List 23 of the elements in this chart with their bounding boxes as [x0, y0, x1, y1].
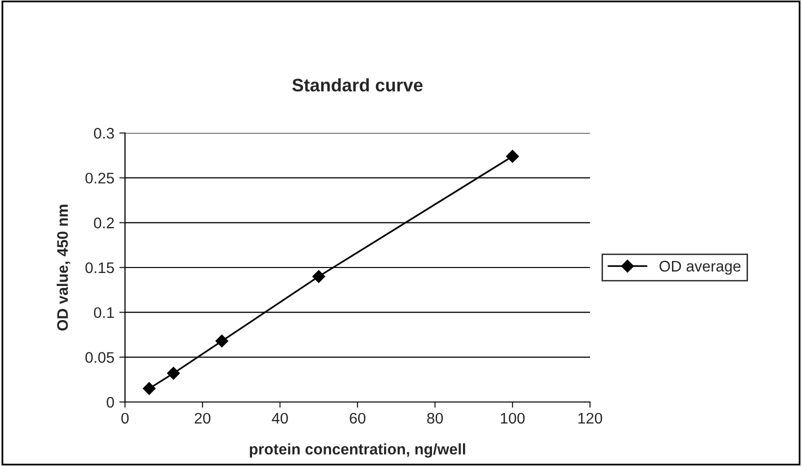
- point: [142, 382, 156, 395]
- y-tick-label: 0.05: [85, 352, 114, 363]
- point: [167, 366, 180, 380]
- x-tick-label: 20: [194, 412, 210, 424]
- legend-label: OD average: [660, 260, 741, 275]
- point: [215, 334, 228, 348]
- point: [506, 150, 519, 163]
- x-tick-label: 60: [350, 412, 366, 424]
- y-tick-label: 0.25: [85, 172, 114, 184]
- chart-title: Standard curve: [292, 78, 423, 92]
- y-tick-label: 0.15: [85, 262, 114, 274]
- y-tick-label: 0.1: [94, 307, 114, 318]
- y-tick-label: 0: [106, 396, 114, 408]
- x-tick-label: 120: [578, 412, 602, 424]
- x-tick-label: 0: [121, 412, 129, 424]
- x-axis-title: protein concentration, ng/well: [250, 443, 466, 458]
- x-tick-label: 100: [500, 412, 525, 424]
- y-axis-title: OD value, 450 nm: [56, 204, 70, 331]
- x-tick-label: 40: [272, 412, 288, 424]
- x-tick-label: 80: [427, 412, 443, 424]
- y-tick-label: 0.2: [94, 218, 114, 228]
- y-tick-label: 0.3: [94, 128, 114, 139]
- point: [312, 270, 326, 283]
